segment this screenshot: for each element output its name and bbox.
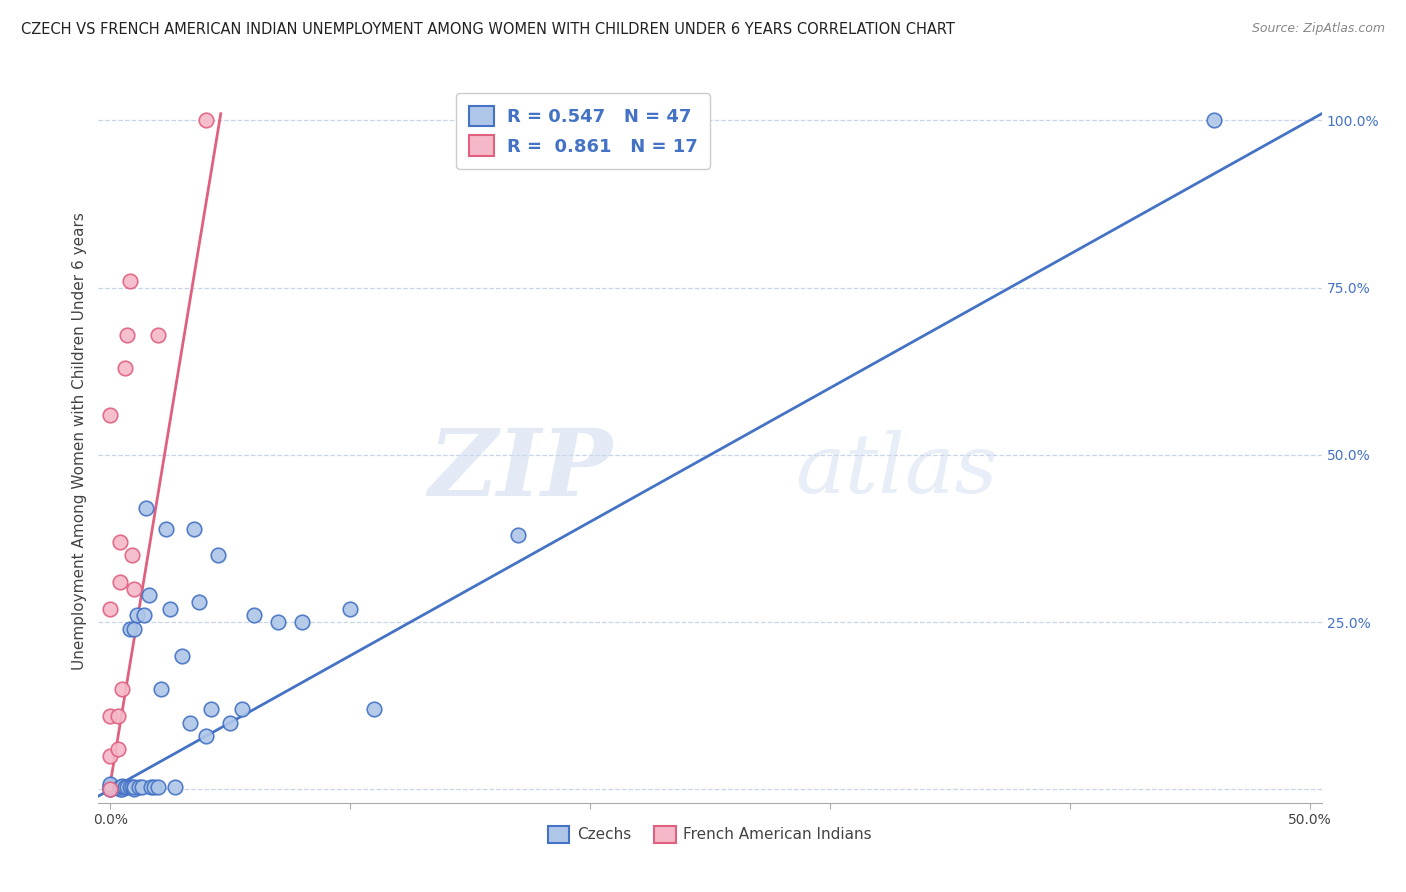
Point	[138, 589, 160, 603]
Point	[243, 608, 266, 623]
Point	[159, 602, 181, 616]
Point	[100, 780, 122, 795]
Point	[100, 782, 122, 797]
Point	[508, 528, 530, 542]
Point	[165, 780, 187, 795]
Point	[111, 779, 134, 793]
Legend: Czechs, French American Indians: Czechs, French American Indians	[541, 820, 879, 849]
Point	[179, 715, 201, 730]
Point	[124, 622, 146, 636]
Point	[124, 782, 146, 797]
Point	[100, 777, 122, 791]
Point	[100, 708, 122, 723]
Point	[115, 327, 138, 342]
Point	[200, 702, 222, 716]
Point	[148, 780, 170, 795]
Point	[207, 548, 229, 563]
Point	[107, 742, 129, 756]
Point	[100, 782, 122, 797]
Point	[100, 602, 122, 616]
Point	[132, 608, 155, 623]
Point	[114, 361, 136, 376]
Point	[121, 780, 143, 795]
Point	[114, 780, 136, 795]
Point	[141, 780, 163, 795]
Point	[195, 113, 218, 128]
Point	[115, 780, 138, 795]
Point	[125, 608, 148, 623]
Point	[135, 501, 157, 516]
Point	[339, 602, 361, 616]
Point	[100, 408, 122, 422]
Text: ZIP: ZIP	[427, 425, 612, 516]
Y-axis label: Unemployment Among Women with Children Under 6 years: Unemployment Among Women with Children U…	[72, 212, 87, 671]
Point	[267, 615, 290, 630]
Point	[108, 782, 131, 797]
Point	[111, 682, 134, 697]
Point	[231, 702, 253, 716]
Point	[111, 782, 134, 797]
Point	[100, 779, 122, 793]
Point	[291, 615, 314, 630]
Point	[108, 780, 131, 795]
Point	[118, 274, 141, 288]
Point	[124, 780, 146, 795]
Point	[183, 521, 205, 535]
Point	[131, 780, 153, 795]
Point	[108, 535, 131, 549]
Point	[111, 780, 134, 795]
Point	[118, 622, 141, 636]
Point	[1202, 113, 1225, 128]
Point	[363, 702, 385, 716]
Point	[121, 548, 143, 563]
Text: Source: ZipAtlas.com: Source: ZipAtlas.com	[1251, 22, 1385, 36]
Point	[149, 682, 172, 697]
Point	[100, 749, 122, 764]
Point	[148, 327, 170, 342]
Point	[118, 780, 141, 795]
Point	[172, 648, 194, 663]
Point	[108, 575, 131, 590]
Text: atlas: atlas	[796, 431, 998, 510]
Point	[219, 715, 242, 730]
Point	[142, 780, 165, 795]
Text: CZECH VS FRENCH AMERICAN INDIAN UNEMPLOYMENT AMONG WOMEN WITH CHILDREN UNDER 6 Y: CZECH VS FRENCH AMERICAN INDIAN UNEMPLOY…	[21, 22, 955, 37]
Point	[155, 521, 177, 535]
Point	[124, 582, 146, 596]
Point	[188, 595, 211, 609]
Point	[107, 708, 129, 723]
Point	[100, 782, 122, 797]
Point	[195, 729, 218, 743]
Point	[128, 780, 150, 795]
